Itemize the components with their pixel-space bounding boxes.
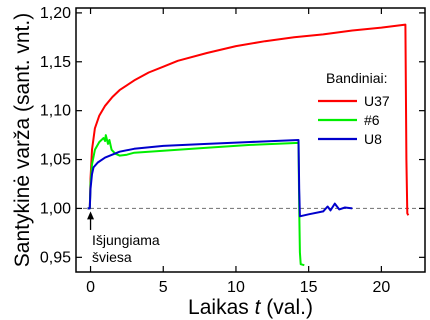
y-tick-label: 1,05: [40, 152, 71, 169]
plot-lines: [76, 23, 425, 267]
y-tick-label: 0,95: [40, 249, 71, 266]
legend-label: U37: [364, 93, 390, 109]
legend-title: Bandiniai:: [326, 70, 388, 86]
x-tick-label: 10: [227, 279, 245, 296]
x-axis-title: Laikas t (val.): [188, 296, 313, 319]
x-axis-title-suffix: (val.): [260, 296, 313, 319]
y-tick-label: 1,10: [40, 103, 71, 120]
axis-ticks: 0 5 10 15 20 0,95 1,00 1,05 1,10 1,15 1,20: [40, 5, 425, 296]
x-axis-title-prefix: Laikas: [188, 296, 255, 319]
legend-label: #6: [364, 112, 380, 128]
annotation-line-2: šviesa: [92, 249, 132, 265]
x-tick-label: 5: [159, 279, 168, 296]
series-line-0: [87, 23, 410, 216]
x-tick-label: 15: [300, 279, 318, 296]
annotation-arrow-head: [87, 211, 95, 220]
series-line-2: [87, 139, 353, 218]
x-tick-label: 0: [86, 279, 95, 296]
y-tick-label: 1,00: [40, 200, 71, 217]
annotation: Išjungiama šviesa: [87, 211, 160, 265]
y-tick-label: 1,15: [40, 54, 71, 71]
annotation-line-1: Išjungiama: [92, 232, 160, 248]
legend: Bandiniai: U37 #6 U8: [318, 70, 390, 147]
legend-label: U8: [364, 131, 382, 147]
plot-frame: [75, 7, 426, 273]
x-tick-label: 20: [372, 279, 390, 296]
y-tick-label: 1,20: [40, 5, 71, 22]
x-axis-title-variable: t: [255, 296, 262, 319]
y-axis-title: Santykinė varža (sant. vnt.): [11, 13, 34, 267]
